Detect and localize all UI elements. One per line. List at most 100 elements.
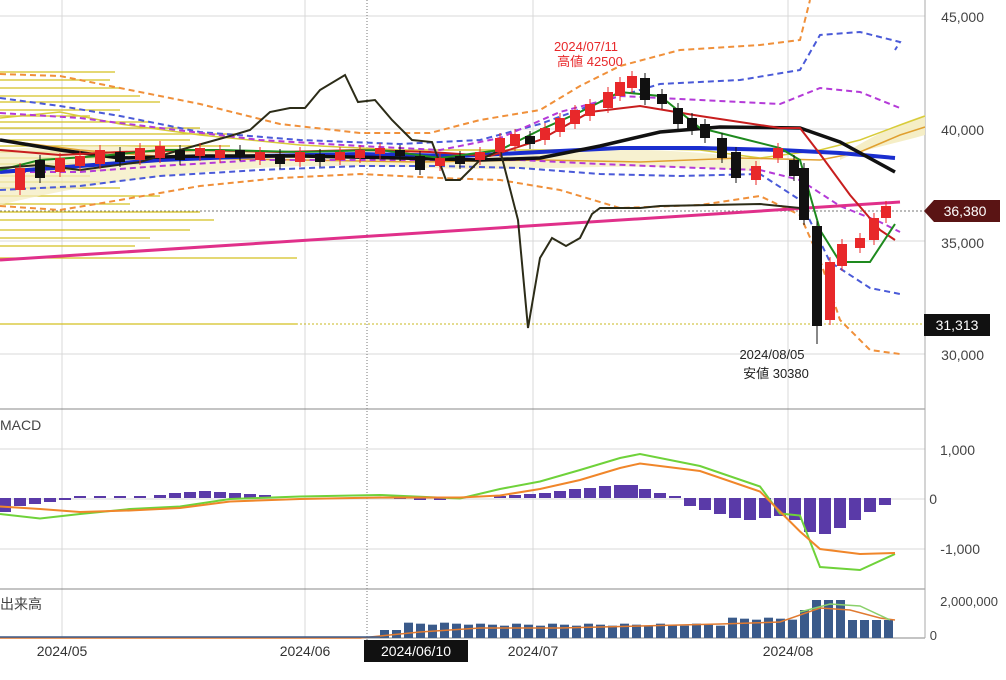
volume-ma-long <box>799 603 891 621</box>
candle-body <box>837 244 847 266</box>
x-label-2024-06: 2024/06 <box>280 643 331 659</box>
macd-histogram-bar <box>434 498 446 500</box>
volume-bar <box>812 600 821 638</box>
volume-bar <box>380 630 389 638</box>
candle-body <box>255 152 265 160</box>
macd-histogram-bar <box>864 498 876 512</box>
macd-histogram-bar <box>199 491 211 498</box>
volume-bar <box>668 624 677 638</box>
volume-bar <box>680 625 689 638</box>
macd-histogram-bar <box>599 486 611 498</box>
macd-tick-1000: 1,000 <box>940 442 975 458</box>
candle-body <box>540 128 550 140</box>
candle-body <box>415 156 425 170</box>
current-price-label: 36,380 <box>944 203 987 219</box>
volume-bar <box>860 620 869 638</box>
candle-body <box>135 148 145 160</box>
candle-body <box>812 226 822 326</box>
volume-bar <box>692 623 701 638</box>
volume-bar <box>524 624 533 638</box>
candle-body <box>15 168 25 190</box>
macd-histogram-bar <box>29 498 41 504</box>
candle-body <box>215 150 225 158</box>
macd-histogram-bar <box>849 498 861 520</box>
volume-bar <box>572 625 581 638</box>
candle-body <box>773 148 783 158</box>
macd-histogram-bar <box>259 495 271 498</box>
candle-body <box>687 118 697 130</box>
candle-body <box>295 152 305 162</box>
x-label-2024-08: 2024/08 <box>763 643 814 659</box>
volume-bar <box>764 617 773 638</box>
bollinger-band <box>0 159 901 233</box>
macd-histogram-bar <box>184 492 196 498</box>
candle-body <box>751 166 761 180</box>
macd-histogram-bar <box>654 493 666 498</box>
macd-plot <box>0 452 896 572</box>
candle-body <box>435 158 445 166</box>
macd-histogram-bar <box>114 496 126 498</box>
macd-histogram-bar <box>699 498 711 510</box>
candle-body <box>731 152 741 178</box>
macd-histogram-bar <box>804 498 816 532</box>
macd-histogram-bar <box>744 498 756 520</box>
volume-bar <box>452 623 461 638</box>
macd-histogram-bar <box>59 498 71 500</box>
low-annotation-date: 2024/08/05 <box>739 347 804 362</box>
candlesticks <box>15 71 891 344</box>
macd-histogram-bar <box>834 498 846 528</box>
macd-histogram-bar <box>169 493 181 498</box>
y-tick-35000: 35,000 <box>941 235 984 251</box>
macd-histogram-bar <box>44 498 56 502</box>
current-price-badge: 36,380 <box>924 200 1000 222</box>
bollinger-band <box>0 30 902 146</box>
sentiment-line <box>0 73 801 329</box>
candle-body <box>115 152 125 162</box>
x-label-2024-05: 2024/05 <box>37 643 88 659</box>
volume-bar <box>632 624 641 638</box>
candle-body <box>475 152 485 160</box>
candle-body <box>585 104 595 116</box>
y-tick-40000: 40,000 <box>941 122 984 138</box>
trend-line <box>0 200 901 262</box>
volume-bar <box>704 624 713 638</box>
macd-histogram-bar <box>0 498 11 512</box>
y-tick-30000: 30,000 <box>941 347 984 363</box>
macd-histogram-bar <box>524 494 536 498</box>
macd-histogram-bar <box>684 498 696 506</box>
candle-body <box>717 138 727 158</box>
volume-bar <box>536 625 545 638</box>
macd-histogram-bar <box>74 496 86 498</box>
bollinger-band <box>0 86 901 152</box>
candle-body <box>615 82 625 96</box>
candle-body <box>570 110 580 124</box>
candle-body <box>175 150 185 160</box>
candle-body <box>355 150 365 158</box>
volume-bar <box>800 610 809 638</box>
volume-bar <box>740 618 749 638</box>
x-label-2024-07: 2024/07 <box>508 643 559 659</box>
macd-line <box>0 452 896 572</box>
macd-histogram-bar <box>244 494 256 498</box>
macd-histogram-bar <box>774 498 786 516</box>
candle-body <box>315 154 325 162</box>
macd-histogram-bar <box>14 498 26 506</box>
candle-body <box>881 206 891 218</box>
volume-bar <box>836 600 845 638</box>
volume-tick-0: 0 <box>930 628 937 643</box>
volume-bar <box>728 617 737 638</box>
candle-body <box>603 92 613 108</box>
macd-histogram-bar <box>819 498 831 534</box>
candle-body <box>155 146 165 158</box>
candle-body <box>235 150 245 156</box>
y-tick-45000: 45,000 <box>941 9 984 25</box>
candle-body <box>825 262 835 320</box>
macd-histogram-bar <box>759 498 771 518</box>
volume-bar <box>608 625 617 638</box>
macd-histogram-bar <box>614 485 626 498</box>
candle-body <box>455 156 465 164</box>
macd-histogram-bar <box>539 493 551 498</box>
volume-bar <box>788 619 797 638</box>
